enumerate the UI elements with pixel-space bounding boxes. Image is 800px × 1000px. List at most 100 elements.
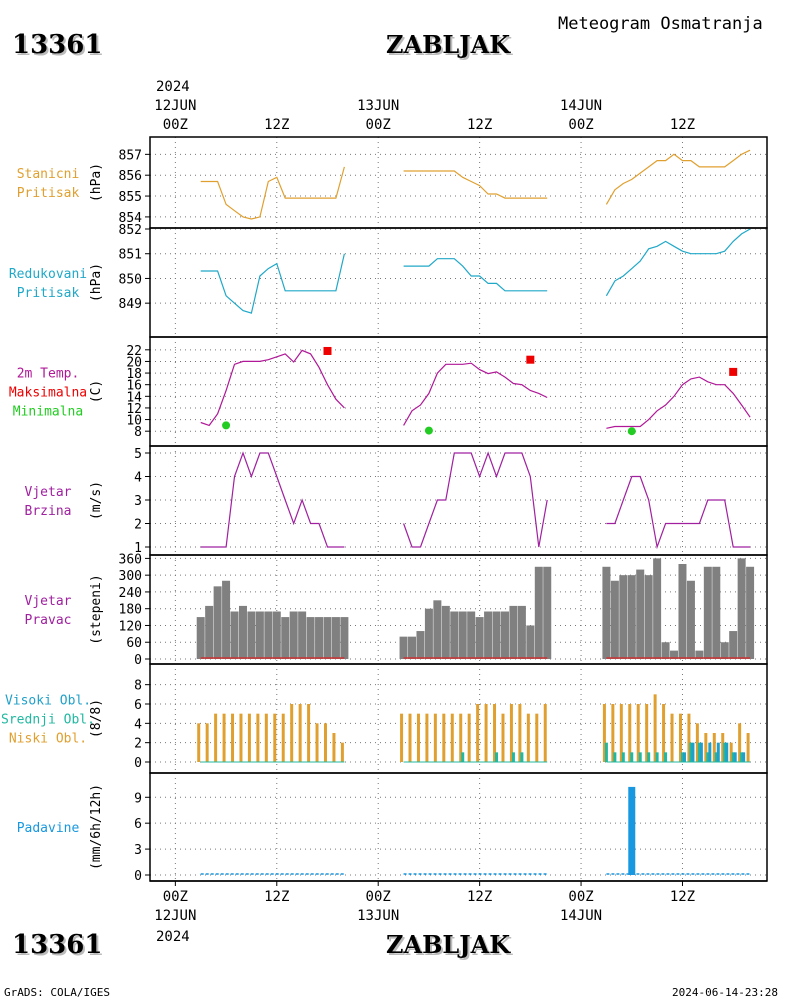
panel-label: Vjetar [25,485,72,500]
cloud-bar [222,713,226,762]
direction-bar [492,611,501,659]
bottom-year-label: 2024 [156,929,190,945]
y-tick-label: 180 [119,603,142,618]
y-tick-label: 6 [134,817,142,832]
series-line [403,362,548,426]
panel-reduced_pressure: 849 850 851 852 (hPa)Redukovani Pritisak [9,223,768,338]
series-line [403,170,548,199]
top-date-label: 14JUN [560,98,602,114]
direction-bar [636,569,645,659]
direction-bar [670,650,679,659]
direction-bar [424,608,433,659]
panel-label: Vjetar [25,594,72,609]
series-line [200,349,345,427]
panel-wind_speed: 1 2 3 4 5 (m/s) Vjetar Brzina [25,445,768,556]
panel-cloud_cover: 0 2 4 6 8 (8/8)Visoki Obl. Srednji Obl. Niski O… [1,663,768,774]
cloud-bar [653,694,657,762]
direction-bar [281,617,290,659]
direction-bar [517,605,526,659]
cloud-bar [716,742,720,762]
cloud-bar [484,704,488,762]
cloud-bar [461,752,465,762]
direction-bar [272,611,281,659]
precip-bar [628,786,636,875]
direction-bar [484,611,493,659]
top-date-label: 12JUN [154,98,196,114]
y-tick-label: 60 [126,636,142,651]
y-tick-label: 16 [126,379,142,394]
cloud-bar [740,752,744,762]
y-tick-label: 850 [119,272,142,287]
cloud-bar [290,704,294,762]
bottom-date-label: 14JUN [560,908,602,924]
panel-label: Pravac [25,613,72,628]
panel-label: Pritisak [17,286,80,301]
y-tick-label: 8 [134,425,142,440]
cloud-bar [247,713,251,762]
cloud-bar [604,742,608,762]
direction-bar [408,636,417,659]
y-tick-label: 120 [119,619,142,634]
y-tick-label: 240 [119,586,142,601]
direction-bar [416,631,425,659]
direction-bar [230,611,239,659]
y-tick-label: 360 [119,552,142,567]
direction-bar [703,566,712,659]
panel-frame [149,445,768,556]
cloud-bar [340,742,344,762]
cloud-bar [332,733,336,762]
cloud-bar [689,742,693,762]
footer-station-name: ZABLJAK [386,930,511,959]
y-tick-label: 2 [134,518,142,533]
cloud-bar [678,713,682,762]
cloud-bar [638,752,642,762]
cloud-bar [197,723,201,762]
direction-bar [264,611,273,659]
y-axis-label: (hPa) [89,163,104,202]
y-tick-label: 10 [126,414,142,429]
direction-bar [509,605,518,659]
bottom-hour-label: 12Z [264,889,289,905]
bottom-date-label: 12JUN [154,908,196,924]
cloud-bar [535,713,539,762]
direction-bar [475,617,484,659]
y-tick-label: 1 [134,541,142,556]
cloud-bar [645,704,649,762]
direction-bar [205,605,214,659]
panel-label: Pritisak [17,186,80,201]
y-tick-label: 852 [119,223,142,238]
y-tick-label: 0 [134,869,142,884]
cloud-bar [511,752,515,762]
tmin-marker [424,426,433,435]
y-tick-label: 4 [134,717,142,732]
series-line [606,376,751,429]
cloud-bar [450,713,454,762]
cloud-bar [628,704,632,762]
panel-label: Niski Obl. [9,732,87,747]
cloud-bar [664,752,668,762]
cloud-bar [433,713,437,762]
bottom-hour-label: 12Z [670,889,695,905]
y-tick-label: 300 [119,569,142,584]
cloud-bar [214,713,218,762]
cloud-bar [729,742,733,762]
direction-bar [399,636,408,659]
y-tick-label: 2 [134,737,142,752]
cloud-bar [738,723,742,762]
y-tick-label: 3 [134,494,142,509]
y-tick-label: 854 [119,211,143,226]
direction-bar [678,563,687,659]
cloud-bar [602,704,606,762]
series-line [200,253,345,314]
direction-bar [289,611,298,659]
y-axis-label: (8/8) [89,699,104,738]
cloud-bar [493,704,497,762]
y-tick-label: 855 [119,190,142,205]
y-tick-label: 4 [134,471,142,486]
cloud-bar [408,713,412,762]
cloud-bar [621,752,625,762]
top-hour-label: 00Z [568,117,593,133]
direction-bar [247,611,256,659]
direction-bar [323,617,332,659]
y-tick-label: 5 [134,447,142,462]
